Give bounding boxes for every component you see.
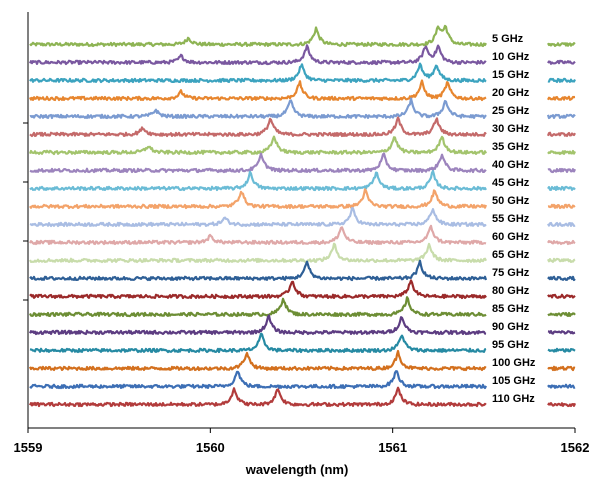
series-trace-60-ghz bbox=[29, 224, 487, 246]
series-trace-15-ghz bbox=[29, 62, 487, 84]
series-trace-110-ghz bbox=[29, 386, 487, 408]
series-trace-45-ghz bbox=[29, 170, 487, 192]
series-label: 80 GHz bbox=[492, 285, 530, 297]
series-trace-100-ghz-tail bbox=[547, 365, 576, 372]
series-trace-5-ghz bbox=[29, 24, 487, 48]
series-trace-65-ghz-tail bbox=[547, 257, 576, 263]
series-trace-75-ghz bbox=[29, 259, 488, 282]
series-trace-30-ghz-tail bbox=[546, 131, 576, 137]
series-label: 45 GHz bbox=[492, 177, 530, 189]
series-label: 55 GHz bbox=[492, 213, 530, 225]
series-label: 65 GHz bbox=[492, 249, 530, 261]
series-trace-10-ghz bbox=[29, 44, 487, 66]
series-label: 95 GHz bbox=[492, 339, 530, 351]
series-trace-30-ghz bbox=[29, 116, 487, 138]
series-label: 100 GHz bbox=[492, 357, 536, 369]
series-trace-85-ghz-tail bbox=[547, 311, 576, 317]
series-trace-40-ghz-tail bbox=[547, 167, 577, 174]
trace-group bbox=[28, 24, 577, 408]
series-trace-35-ghz bbox=[28, 135, 487, 156]
x-tick-label: 1562 bbox=[561, 440, 590, 455]
series-trace-10-ghz-tail bbox=[547, 59, 576, 65]
series-trace-60-ghz-tail bbox=[547, 239, 576, 246]
series-label: 90 GHz bbox=[492, 321, 530, 333]
series-label: 10 GHz bbox=[492, 51, 530, 63]
series-trace-20-ghz bbox=[28, 79, 487, 102]
series-label: 35 GHz bbox=[492, 141, 530, 153]
x-tick-label: 1559 bbox=[14, 440, 43, 455]
series-trace-50-ghz-tail bbox=[547, 203, 576, 210]
series-label-group: 5 GHz 10 GHz 15 GHz 20 GHz 25 GHz 30 GHz 35 GH… bbox=[492, 33, 536, 405]
series-label: 75 GHz bbox=[492, 267, 530, 279]
series-trace-80-ghz-tail bbox=[547, 293, 576, 299]
series-trace-105-ghz-tail bbox=[547, 383, 576, 389]
series-trace-55-ghz-tail bbox=[547, 221, 576, 227]
series-trace-95-ghz-tail bbox=[547, 347, 576, 353]
series-label: 30 GHz bbox=[492, 123, 530, 135]
series-label: 25 GHz bbox=[492, 105, 530, 117]
series-trace-65-ghz bbox=[29, 242, 487, 264]
series-trace-15-ghz-tail bbox=[547, 77, 576, 83]
series-trace-85-ghz bbox=[29, 296, 487, 318]
series-trace-20-ghz-tail bbox=[547, 95, 576, 101]
series-trace-90-ghz-tail bbox=[547, 330, 576, 335]
series-label: 15 GHz bbox=[492, 69, 530, 81]
x-tick-label: 1561 bbox=[378, 440, 407, 455]
series-label: 85 GHz bbox=[492, 303, 530, 315]
series-trace-95-ghz bbox=[29, 332, 487, 354]
x-tick-label: 1560 bbox=[196, 440, 225, 455]
series-label: 20 GHz bbox=[492, 87, 530, 99]
series-trace-100-ghz bbox=[28, 349, 487, 372]
series-label: 110 GHz bbox=[492, 393, 535, 405]
series-trace-105-ghz bbox=[29, 370, 487, 390]
series-label: 105 GHz bbox=[492, 375, 536, 387]
series-trace-25-ghz bbox=[29, 97, 487, 120]
series-label: 40 GHz bbox=[492, 159, 530, 171]
series-trace-80-ghz bbox=[29, 279, 487, 300]
series-trace-25-ghz-tail bbox=[546, 113, 576, 120]
series-trace-55-ghz bbox=[29, 207, 487, 228]
x-axis: 1559 1560 1561 1562 bbox=[14, 12, 590, 455]
series-trace-90-ghz bbox=[29, 314, 487, 336]
series-trace-40-ghz bbox=[29, 152, 487, 174]
series-trace-5-ghz-tail bbox=[547, 42, 576, 47]
series-label: 60 GHz bbox=[492, 231, 530, 243]
series-trace-45-ghz-tail bbox=[547, 185, 576, 191]
series-label: 5 GHz bbox=[492, 33, 524, 45]
series-trace-50-ghz bbox=[29, 188, 488, 210]
x-axis-title: wavelength (nm) bbox=[245, 462, 349, 477]
series-trace-110-ghz-tail bbox=[547, 402, 577, 408]
series-trace-35-ghz-tail bbox=[547, 149, 577, 155]
series-trace-75-ghz-tail bbox=[547, 275, 576, 282]
series-label: 50 GHz bbox=[492, 195, 530, 207]
